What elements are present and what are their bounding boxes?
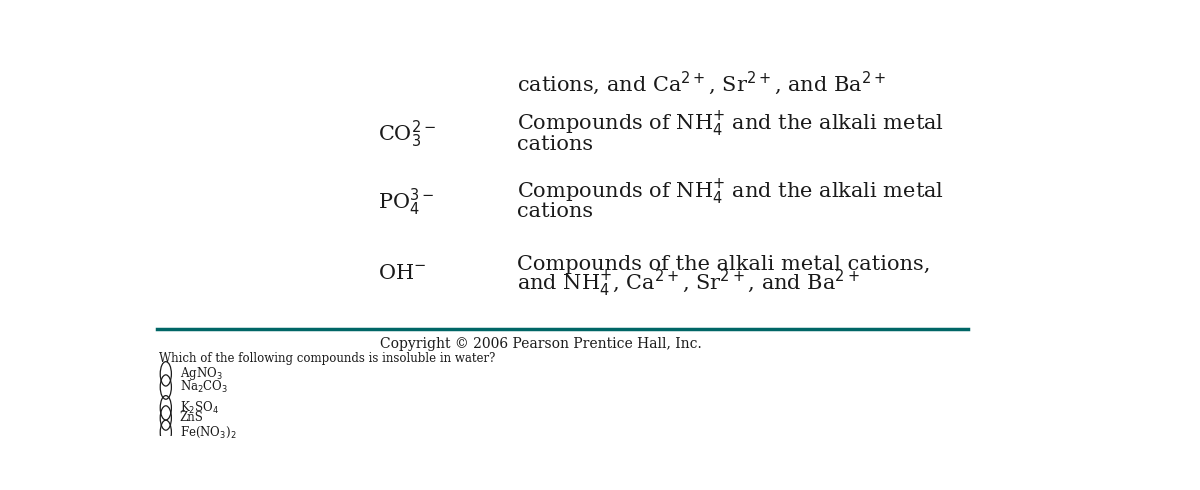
Text: Copyright © 2006 Pearson Prentice Hall, Inc.: Copyright © 2006 Pearson Prentice Hall, … (379, 337, 702, 351)
Text: Fe(NO$_3$)$_2$: Fe(NO$_3$)$_2$ (180, 425, 236, 440)
Text: cations: cations (517, 202, 594, 221)
Text: AgNO$_3$: AgNO$_3$ (180, 366, 222, 382)
Text: Compounds of NH$_4^{+}$ and the alkali metal: Compounds of NH$_4^{+}$ and the alkali m… (517, 178, 944, 207)
Text: K$_2$SO$_4$: K$_2$SO$_4$ (180, 400, 218, 416)
Text: Compounds of NH$_4^{+}$ and the alkali metal: Compounds of NH$_4^{+}$ and the alkali m… (517, 110, 944, 139)
Text: Which of the following compounds is insoluble in water?: Which of the following compounds is inso… (160, 352, 496, 365)
Text: and NH$_4^{+}$, Ca$^{2+}$, Sr$^{2+}$, and Ba$^{2+}$: and NH$_4^{+}$, Ca$^{2+}$, Sr$^{2+}$, an… (517, 268, 860, 299)
Text: OH$^{-}$: OH$^{-}$ (378, 265, 426, 283)
Text: CO$_3^{2-}$: CO$_3^{2-}$ (378, 119, 436, 150)
Text: Na$_2$CO$_3$: Na$_2$CO$_3$ (180, 379, 228, 395)
Text: PO$_4^{3-}$: PO$_4^{3-}$ (378, 187, 434, 218)
Text: ZnS: ZnS (180, 412, 204, 424)
Text: cations: cations (517, 135, 594, 153)
Text: Compounds of the alkali metal cations,: Compounds of the alkali metal cations, (517, 254, 931, 273)
Text: cations, and Ca$^{2+}$, Sr$^{2+}$, and Ba$^{2+}$: cations, and Ca$^{2+}$, Sr$^{2+}$, and B… (517, 70, 887, 97)
